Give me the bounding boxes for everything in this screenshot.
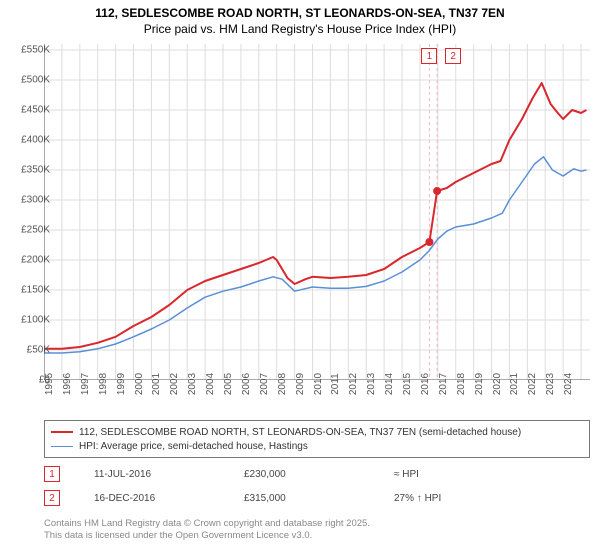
plot-svg: [44, 44, 590, 380]
footer-line1: Contains HM Land Registry data © Crown c…: [44, 518, 590, 530]
x-tick-label: 2022: [527, 373, 538, 395]
sale-marker-label: 1: [421, 48, 437, 64]
y-tick-label: £350K: [21, 165, 50, 176]
y-tick-label: £200K: [21, 255, 50, 266]
y-tick-label: £500K: [21, 75, 50, 86]
y-tick-label: £150K: [21, 285, 50, 296]
chart-container: 112, SEDLESCOMBE ROAD NORTH, ST LEONARDS…: [0, 0, 600, 560]
x-tick-label: 2002: [169, 373, 180, 395]
x-tick-label: 1998: [98, 373, 109, 395]
x-tick-label: 2004: [205, 373, 216, 395]
title-line1: 112, SEDLESCOMBE ROAD NORTH, ST LEONARDS…: [0, 6, 600, 22]
sale-row: 1 11-JUL-2016 £230,000 ≈ HPI: [44, 466, 590, 482]
x-tick-label: 2021: [509, 373, 520, 395]
x-tick-label: 2006: [241, 373, 252, 395]
sale-price: £315,000: [244, 493, 394, 504]
sale-delta: ≈ HPI: [394, 469, 544, 480]
x-tick-label: 2011: [330, 373, 341, 395]
x-tick-label: 1995: [44, 373, 55, 395]
x-tick-label: 2007: [259, 373, 270, 395]
x-tick-label: 2001: [151, 373, 162, 395]
sale-marker-label: 2: [445, 48, 461, 64]
y-tick-label: £550K: [21, 45, 50, 56]
x-tick-label: 2016: [420, 373, 431, 395]
legend-label: HPI: Average price, semi-detached house,…: [79, 441, 308, 452]
title-line2: Price paid vs. HM Land Registry's House …: [0, 22, 600, 38]
legend-row: 112, SEDLESCOMBE ROAD NORTH, ST LEONARDS…: [51, 425, 583, 439]
x-tick-label: 2010: [313, 373, 324, 395]
x-tick-label: 2019: [474, 373, 485, 395]
x-tick-label: 2015: [402, 373, 413, 395]
x-tick-label: 2024: [563, 373, 574, 395]
y-tick-label: £450K: [21, 105, 50, 116]
x-tick-label: 2018: [456, 373, 467, 395]
y-tick-label: £300K: [21, 195, 50, 206]
x-tick-label: 1999: [116, 373, 127, 395]
x-tick-label: 2005: [223, 373, 234, 395]
chart-area: [44, 44, 590, 380]
y-tick-label: £50K: [27, 345, 50, 356]
sale-date: 16-DEC-2016: [94, 493, 244, 504]
legend-row: HPI: Average price, semi-detached house,…: [51, 439, 583, 453]
x-tick-label: 2020: [492, 373, 503, 395]
legend-swatch: [51, 446, 73, 447]
sale-row: 2 16-DEC-2016 £315,000 27% ↑ HPI: [44, 490, 590, 506]
footer-line2: This data is licensed under the Open Gov…: [44, 530, 590, 542]
y-tick-label: £250K: [21, 225, 50, 236]
x-tick-label: 2014: [384, 373, 395, 395]
x-tick-label: 1996: [62, 373, 73, 395]
x-tick-label: 2013: [366, 373, 377, 395]
x-tick-label: 2003: [187, 373, 198, 395]
legend-label: 112, SEDLESCOMBE ROAD NORTH, ST LEONARDS…: [79, 427, 521, 438]
x-tick-label: 2017: [438, 373, 449, 395]
footer: Contains HM Land Registry data © Crown c…: [44, 518, 590, 542]
x-tick-label: 2008: [277, 373, 288, 395]
x-tick-label: 2012: [348, 373, 359, 395]
x-tick-label: 2009: [295, 373, 306, 395]
sale-price: £230,000: [244, 469, 394, 480]
y-tick-label: £100K: [21, 315, 50, 326]
x-tick-label: 2000: [134, 373, 145, 395]
x-tick-label: 1997: [80, 373, 91, 395]
y-tick-label: £400K: [21, 135, 50, 146]
x-tick-label: 2023: [545, 373, 556, 395]
sale-delta: 27% ↑ HPI: [394, 493, 544, 504]
title-block: 112, SEDLESCOMBE ROAD NORTH, ST LEONARDS…: [0, 0, 600, 37]
sale-num-box: 1: [44, 466, 60, 482]
sale-date: 11-JUL-2016: [94, 469, 244, 480]
sale-num-box: 2: [44, 490, 60, 506]
legend: 112, SEDLESCOMBE ROAD NORTH, ST LEONARDS…: [44, 420, 590, 458]
legend-swatch: [51, 431, 73, 433]
